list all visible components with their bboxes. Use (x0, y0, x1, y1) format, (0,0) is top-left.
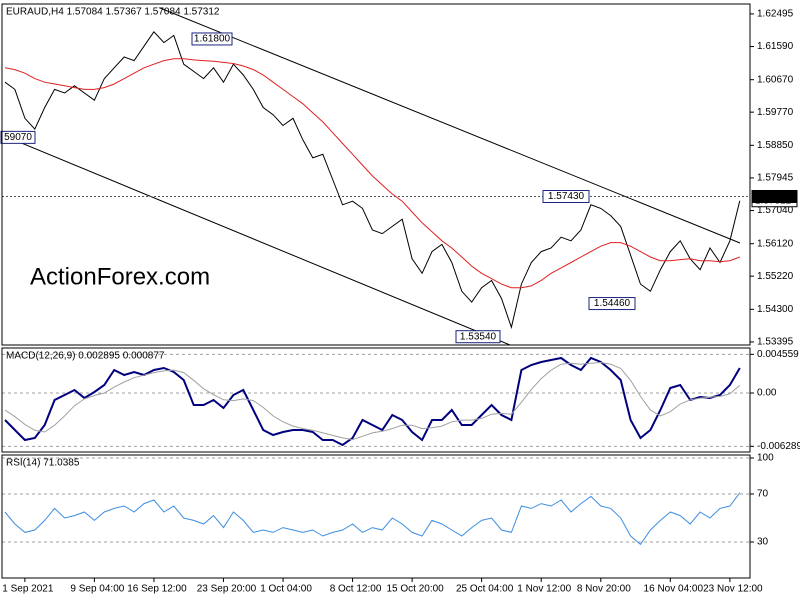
x-tick-label: 23 Nov 12:00 (703, 584, 763, 595)
series-line (4, 361, 741, 441)
x-tick-label: 1 Oct 04:00 (260, 584, 312, 595)
annotation-box (455, 330, 501, 344)
panel-border (1, 3, 751, 346)
series-line (4, 356, 741, 447)
y-tick-label: 1.54300 (757, 304, 794, 315)
price-label: 1.57430 (755, 191, 792, 202)
y-tick-label: 1.53395 (757, 337, 794, 348)
y-tick-label: 30 (757, 537, 769, 548)
annotation-box (0, 130, 36, 144)
y-tick-label: 1.60670 (757, 74, 794, 85)
annotation-box (542, 189, 590, 203)
panel-title: RSI(14) 71.0385 (6, 458, 80, 469)
x-tick-label: 1 Sep 2021 (2, 584, 54, 595)
x-tick-label: 1 Nov 12:00 (517, 584, 571, 595)
y-tick-label: 1.55220 (757, 271, 794, 282)
x-tick-label: 9 Sep 04:00 (70, 584, 124, 595)
channel-lower (2, 134, 511, 345)
y-tick-label: 1.57040 (757, 205, 794, 216)
x-tick-label: 8 Nov 20:00 (577, 584, 631, 595)
y-tick-label: 1.62495 (757, 9, 794, 20)
x-tick-label: 16 Sep 12:00 (127, 584, 187, 595)
annotation: 59070 (4, 132, 32, 143)
x-tick-label: 15 Oct 20:00 (386, 584, 444, 595)
annotation: 1.54460 (594, 298, 631, 309)
channel-upper (159, 7, 741, 244)
panel-border (1, 454, 751, 579)
price-box (751, 189, 798, 203)
panel-title: EURAUD,H4 1.57084 1.57367 1.57084 1.5731… (6, 7, 220, 18)
series-line (4, 492, 741, 546)
y-tick-label: 1.59770 (757, 107, 794, 118)
y-tick-label: 1.58850 (757, 140, 794, 151)
annotation: 1.57430 (548, 191, 585, 202)
x-tick-label: 8 Oct 12:00 (330, 584, 382, 595)
panel-title: MACD(12,26,9) 0.002895 0.000877 (6, 351, 165, 362)
watermark: ActionForex.com (30, 263, 210, 290)
y-tick-label: 100 (757, 453, 774, 464)
x-tick-label: 23 Sep 20:00 (197, 584, 257, 595)
y-tick-label: 0.00 (757, 388, 777, 399)
annotation-box (588, 297, 636, 311)
annotation-box (191, 32, 233, 46)
x-tick-label: 25 Oct 04:00 (456, 584, 514, 595)
y-tick-label: -0.006289 (757, 441, 800, 452)
panel-border (1, 347, 751, 453)
series-line (4, 58, 740, 289)
channel (2, 7, 741, 345)
y-tick-label: 1.57945 (757, 173, 794, 184)
y-tick-label: 0.004559 (757, 349, 799, 360)
y-tick-label: 1.61590 (757, 41, 794, 52)
series-line (4, 31, 741, 330)
x-tick-label: 16 Nov 04:00 (644, 584, 704, 595)
annotation: 1.53540 (460, 331, 497, 342)
y-tick-label: 70 (757, 489, 769, 500)
annotation: 1.61800 (194, 34, 231, 45)
y-tick-label: 1.56120 (757, 238, 794, 249)
